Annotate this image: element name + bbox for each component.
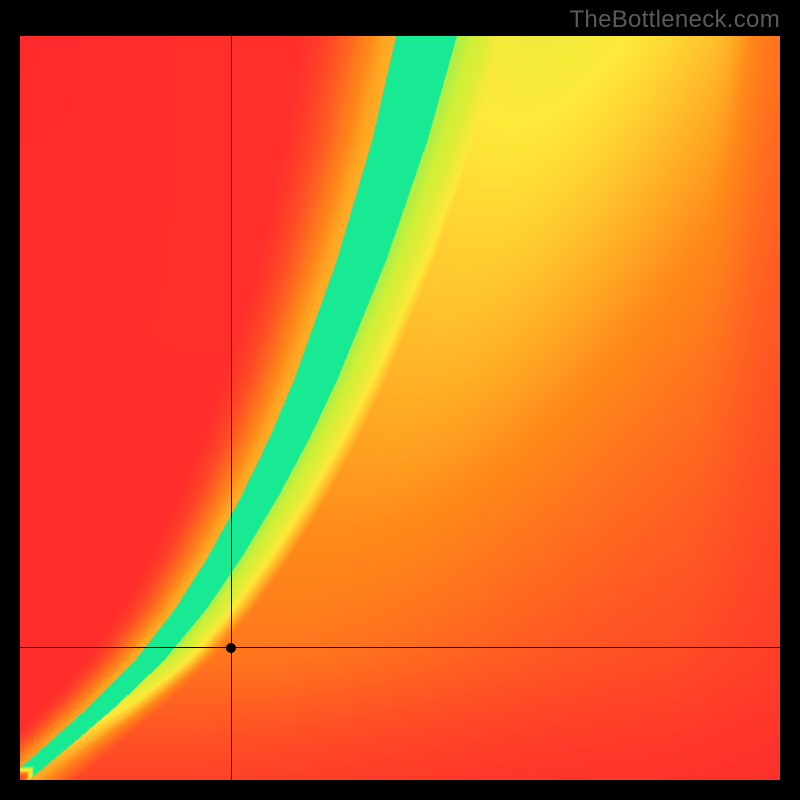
crosshair-vertical [231, 36, 232, 780]
crosshair-horizontal [20, 647, 780, 648]
heatmap-canvas [20, 36, 780, 780]
crosshair-marker [226, 643, 236, 653]
heatmap-plot [20, 36, 780, 780]
watermark-text: TheBottleneck.com [569, 6, 780, 34]
